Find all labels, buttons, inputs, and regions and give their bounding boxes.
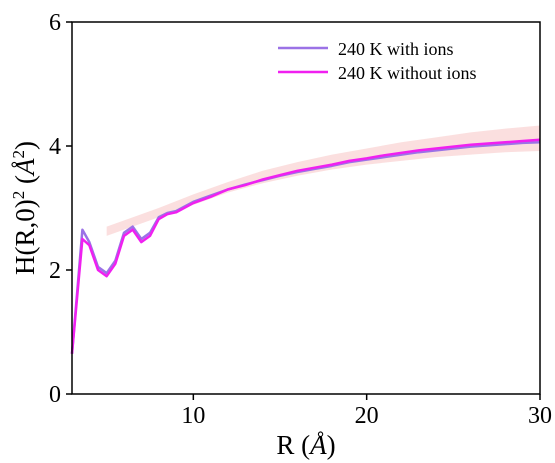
x-tick-label-30: 30 (528, 403, 552, 429)
x-tick-label-20: 20 (355, 403, 379, 429)
legend: 240 K with ions 240 K without ions (278, 39, 477, 83)
uncertainty-band (106, 125, 541, 236)
plot-frame (71, 21, 541, 395)
x-tick-label-10: 10 (181, 403, 205, 429)
legend-label-with-ions: 240 K with ions (338, 39, 454, 59)
uncertainty-band-layer (106, 125, 541, 236)
series-lines-layer (70, 138, 541, 354)
y-axis-label: H(R,0)2 (Å2) (9, 141, 40, 275)
y-tick-label-2: 2 (49, 258, 61, 284)
legend-label-without-ions: 240 K without ions (338, 63, 477, 83)
x-axis-label: R (Å) (276, 430, 335, 460)
ticks-layer: 10 20 30 0 2 4 6 (49, 10, 552, 429)
y-tick-label-6: 6 (49, 10, 61, 36)
y-tick-label-4: 4 (49, 134, 61, 160)
y-tick-label-0: 0 (49, 382, 61, 408)
series-line-1 (70, 138, 541, 354)
